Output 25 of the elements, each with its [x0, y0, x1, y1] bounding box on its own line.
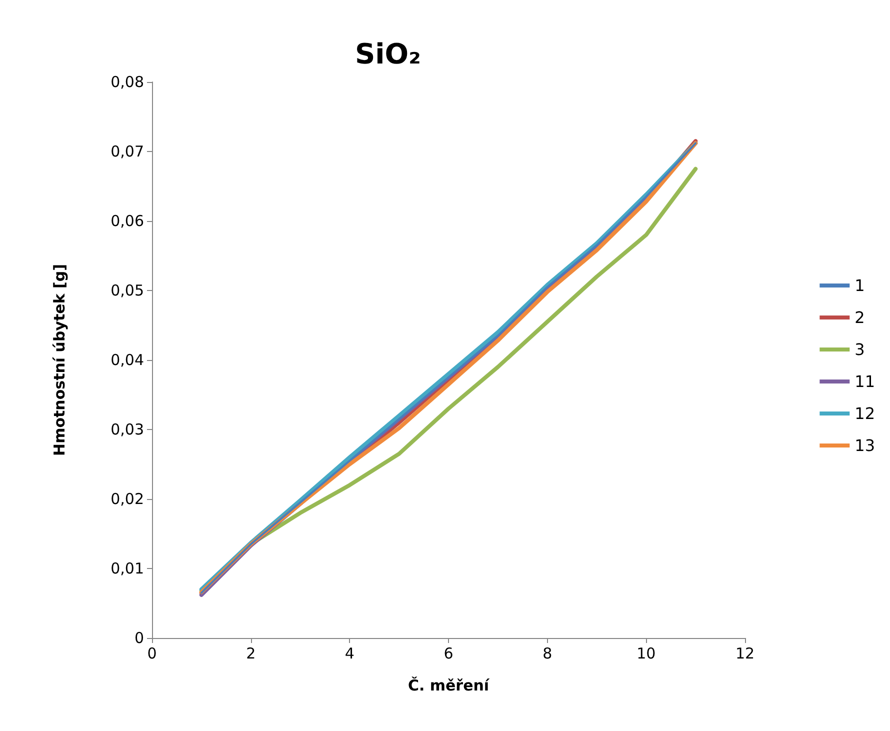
- y-tick-label: 0,03: [110, 420, 144, 438]
- chart-title: SiO₂: [355, 38, 421, 70]
- x-tick-label: 2: [246, 644, 256, 662]
- legend-label: 2: [854, 308, 865, 327]
- legend-label: 12: [854, 404, 875, 423]
- y-tick-label: 0,01: [110, 560, 144, 578]
- y-axis-title: Hmotnostní úbytek [g]: [50, 264, 68, 456]
- y-tick-label: 0,05: [110, 282, 144, 300]
- x-tick-label: 4: [344, 644, 354, 662]
- x-tick-label: 12: [735, 644, 755, 662]
- x-tick-label: 10: [636, 644, 656, 662]
- x-tick-label: 0: [147, 644, 157, 662]
- y-tick-label: 0,04: [110, 351, 144, 369]
- legend-label: 11: [854, 372, 875, 391]
- y-tick-label: 0,08: [110, 73, 144, 91]
- y-tick-label: 0,06: [110, 212, 144, 230]
- y-tick-label: 0,07: [110, 142, 144, 160]
- x-axis-title: Č. měření: [408, 676, 490, 694]
- x-tick-label: 6: [444, 644, 454, 662]
- legend-label: 1: [854, 276, 865, 295]
- legend-label: 13: [854, 436, 875, 455]
- y-tick-label: 0: [134, 629, 144, 647]
- y-tick-label: 0,02: [110, 490, 144, 508]
- x-tick-label: 8: [542, 644, 552, 662]
- legend-label: 3: [854, 340, 865, 359]
